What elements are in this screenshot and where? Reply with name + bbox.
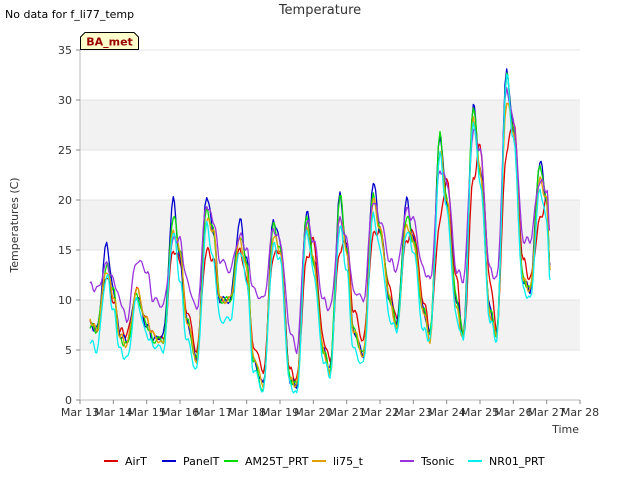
series-line-nr01-prt xyxy=(89,73,551,394)
y-tick-label: 20 xyxy=(58,194,72,207)
y-tick-label: 30 xyxy=(58,94,72,107)
y-tick-label: 35 xyxy=(58,44,72,57)
x-tick-label: Mar 25 xyxy=(461,406,499,419)
station-badge: BA_met xyxy=(80,32,139,50)
y-tick-label: 25 xyxy=(58,144,72,157)
x-tick-label: Mar 27 xyxy=(528,406,566,419)
x-axis-label: Time xyxy=(551,423,579,436)
x-tick-label: Mar 17 xyxy=(194,406,232,419)
legend-label-li75-t: li75_t xyxy=(333,455,364,468)
legend-label-tsonic: Tsonic xyxy=(420,455,454,468)
y-axis-label: Temperatures (C) xyxy=(8,177,21,273)
x-tick-label: Mar 14 xyxy=(94,406,132,419)
x-tick-label: Mar 16 xyxy=(161,406,199,419)
no-data-note: No data for f_li77_temp xyxy=(5,8,135,21)
x-tick-label: Mar 20 xyxy=(294,406,332,419)
legend-label-airt: AirT xyxy=(125,455,147,468)
x-tick-label: Mar 19 xyxy=(261,406,299,419)
x-tick-label: Mar 24 xyxy=(428,406,466,419)
y-tick-label: 5 xyxy=(65,344,72,357)
legend-label-panelt: PanelT xyxy=(183,455,220,468)
series-line-tsonic xyxy=(89,87,551,355)
grid-band xyxy=(80,200,580,250)
x-tick-label: Mar 18 xyxy=(228,406,266,419)
legend-label-nr01-prt: NR01_PRT xyxy=(489,455,545,468)
chart-title: Temperature xyxy=(278,3,362,18)
x-tick-label: Mar 23 xyxy=(394,406,432,419)
x-tick-label: Mar 21 xyxy=(328,406,366,419)
x-tick-label: Mar 28 xyxy=(561,406,599,419)
x-tick-label: Mar 26 xyxy=(494,406,532,419)
y-tick-label: 0 xyxy=(65,394,72,407)
legend-label-am25t-prt: AM25T_PRT xyxy=(245,455,309,468)
x-tick-label: Mar 15 xyxy=(128,406,166,419)
station-badge-label: BA_met xyxy=(86,36,133,49)
y-tick-label: 15 xyxy=(58,244,72,257)
x-tick-label: Mar 22 xyxy=(361,406,399,419)
x-tick-label: Mar 13 xyxy=(61,406,99,419)
grid-band xyxy=(80,100,580,150)
y-tick-label: 10 xyxy=(58,294,72,307)
